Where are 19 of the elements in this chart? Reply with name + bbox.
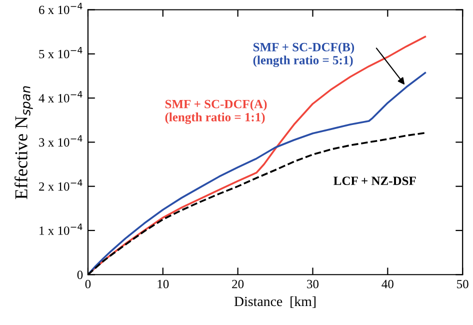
text: SMF + SC-DCF(B) (length ratio = 5:1) (253, 42, 354, 68)
y-tick-label: 2 x 10$^{−4}$ (39, 179, 82, 191)
x-tick-label: 30 (307, 280, 319, 288)
x-tick-label: 0 (85, 280, 91, 288)
x-axis-title: Distance [km] (234, 296, 316, 308)
y-tick-label: 4 x 10$^{−4}$ (38, 91, 82, 102)
y-tick-label: 6 x 10$^{−4}$ (39, 2, 82, 14)
y-tick-label: 5 x 10$^{−4}$ (39, 47, 82, 58)
y-tick-label: 0 (77, 270, 83, 280)
x-tick-label: 20 (232, 280, 244, 288)
x-tick-label: 50 (457, 280, 468, 288)
line-series (88, 72, 426, 275)
x-tick-label: 40 (382, 280, 394, 288)
series-label: SMF + SC-DCF(A) (length ratio = 1:1) (165, 99, 267, 124)
y-tick-label: 3 x 10$^{−4}$ (39, 135, 82, 147)
x-tick-label: 10 (158, 280, 169, 288)
text: LCF + NZ-DSF (334, 176, 416, 186)
y-tick-label: 1 x 10$^{−4}$ (40, 224, 82, 235)
y-axis-title: Effective N$_{span}$ (14, 86, 33, 200)
